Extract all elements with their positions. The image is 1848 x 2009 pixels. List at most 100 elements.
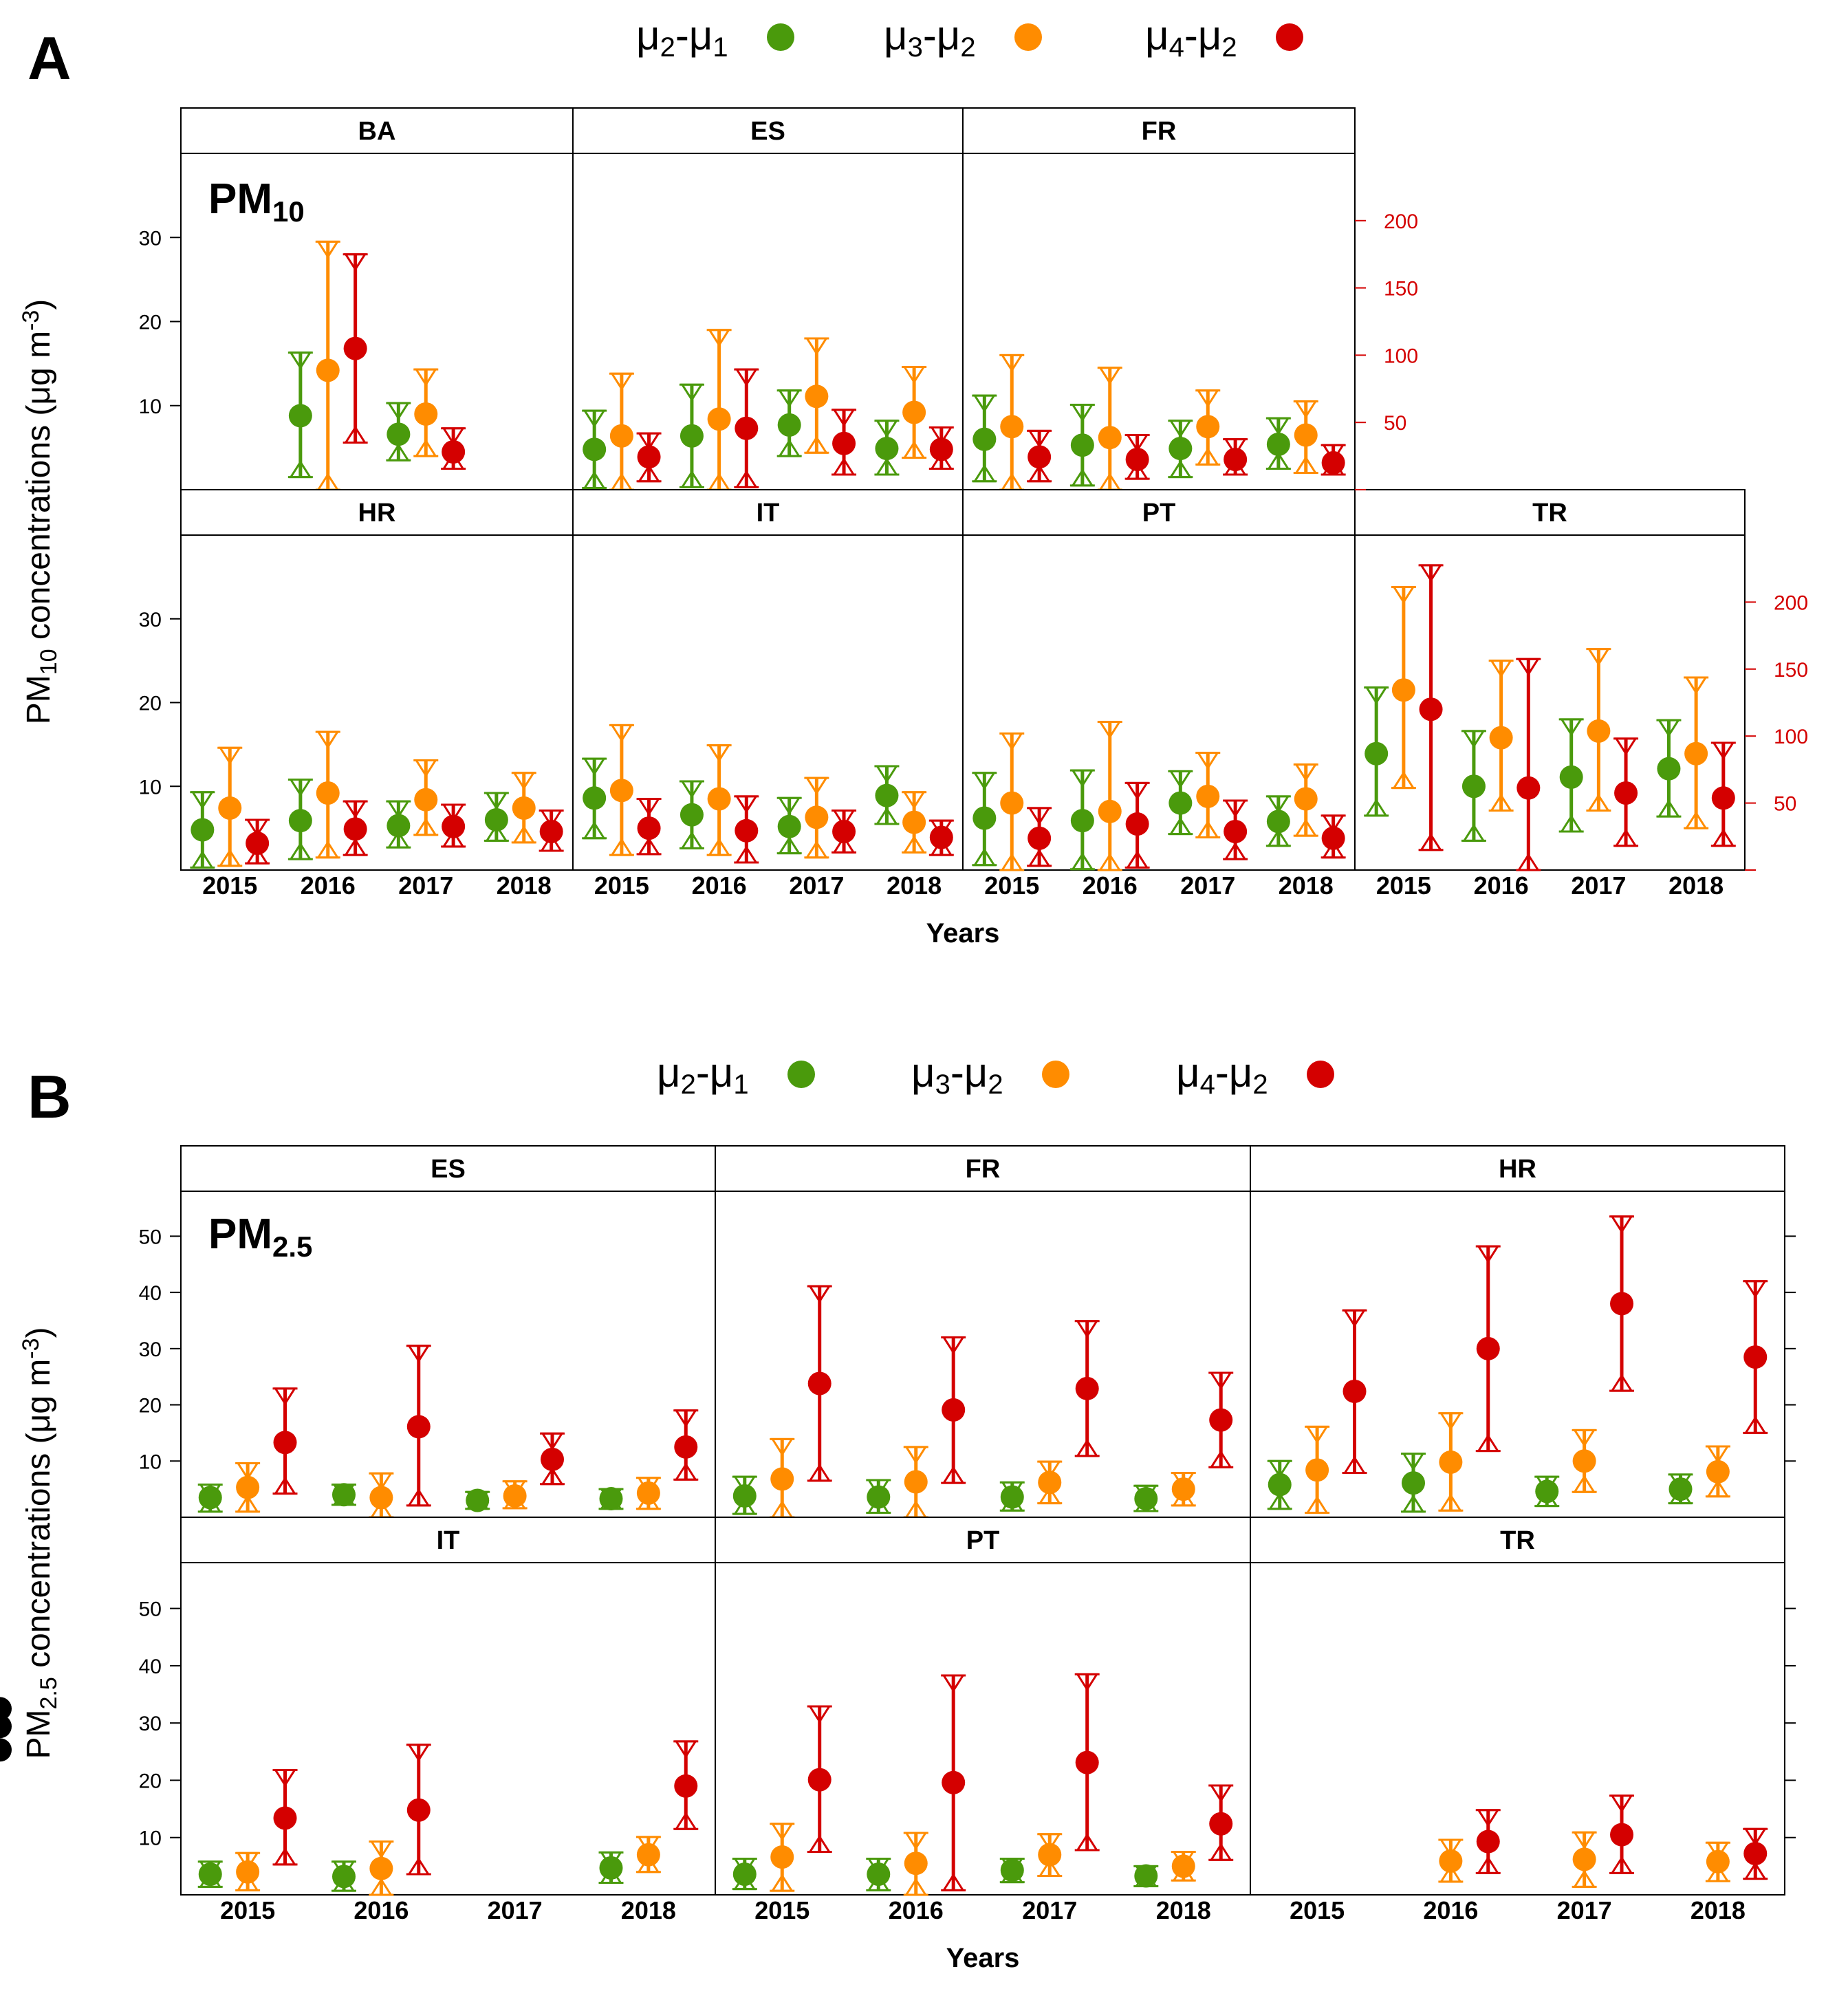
errorbar-mu4-mu2-2015 [1027,807,1052,867]
x-tick-label: 2015 [594,871,649,900]
data-point [1075,1750,1099,1774]
data-point [599,1487,623,1511]
errorbar-mu3-mu2-2015 [770,1823,795,1892]
errorbar-mu3-mu2-2015 [999,354,1025,491]
strip-header [962,107,1356,154]
data-point [1321,826,1345,850]
errorbar-mu3-mu2-2017 [804,777,829,859]
legend-label-mu4-mu2: μ4-μ2 [1145,12,1237,63]
x-tick-label: 2015 [1290,1896,1345,1924]
errorbar-mu4-mu2-2017 [540,1432,565,1486]
data-point [1706,1459,1730,1484]
panel-TR: TR 2015 2016 2017 2018 [1354,489,1746,900]
x-tick-label: 2015 [984,871,1039,900]
data-point [1743,1842,1768,1866]
errorbar-mu4-mu2-2015 [1418,564,1444,851]
plot-frame [715,1191,1251,1518]
data-point [1209,1812,1233,1836]
errorbar-mu2-mu1-2016 [1069,404,1095,487]
data-point [674,1774,698,1798]
errorbar-mu3-mu2-2017 [1572,1429,1597,1493]
y-tick-label: 40 [139,1282,162,1305]
data-point [1000,1858,1024,1882]
errorbar-mu2-mu1-2018 [1265,417,1291,470]
errorbar-mu3-mu2-2017 [1037,1833,1063,1878]
errorbar-mu3-mu2-2018 [1293,400,1318,475]
data-point [902,810,926,834]
data-point [1668,1477,1693,1501]
x-axis-label: Years [926,918,1000,948]
data-point [599,1856,623,1880]
errorbar-mu3-mu2-2017 [1195,752,1221,839]
errorbar-mu4-mu2-2017 [441,803,466,848]
errorbar-mu3-mu2-2015 [609,724,634,856]
legend-dot-mu2-mu1 [787,1061,815,1088]
errorbar-mu2-mu1-2018 [874,420,900,476]
errorbar-mu4-mu2-2018 [539,810,564,852]
data-point [832,431,856,455]
x-tick-label: 2015 [202,871,257,900]
errorbar-mu3-mu2-2016 [706,329,732,491]
right-axis-bottom: 50 100 150 200 [1745,591,1808,871]
errorbar-mu2-mu1-2018 [1133,1864,1159,1888]
right-y-tick-label: 50 [1384,412,1406,435]
x-tick-label: 2018 [887,871,942,900]
errorbar-mu2-mu1-2015 [732,1858,757,1891]
data-point [0,1697,12,1721]
errorbar-mu2-mu1-2015 [190,791,215,869]
x-tick-label: 2015 [1376,871,1431,900]
errorbar-mu4-mu2-2016 [734,795,759,864]
legend-dot-mu4-mu2 [1276,23,1303,51]
plot-frame [1250,1191,1785,1518]
data-point [1461,774,1486,799]
errorbar-mu2-mu1-2016 [866,1858,891,1891]
data-point [942,1770,966,1794]
errorbar-mu4-mu2-2015 [807,1705,832,1854]
errorbar-mu4-mu2-2017 [1609,1215,1635,1392]
strip-label: PT [1142,499,1176,528]
data-point [732,1863,757,1887]
errorbar-mu3-mu2-2016 [1097,721,1122,871]
x-tick-label: 2016 [692,871,747,900]
data-point [1305,1458,1329,1482]
errorbar-mu2-mu1-2018 [874,765,900,825]
data-point [1439,1450,1463,1474]
data-point [805,384,829,409]
errorbar-mu4-mu2-2018 [1208,1371,1234,1468]
y-tick-label: 20 [139,1770,162,1792]
strip-label: IT [757,499,780,528]
errorbar-mu4-mu2-2015 [272,1768,298,1866]
data-point [1168,437,1193,461]
errorbar-mu3-mu2-2016 [706,744,732,856]
errorbar-mu4-mu2-2016 [343,253,368,444]
errorbar-mu3-mu2-2015 [609,372,634,491]
errorbar-mu4-mu2-2018 [1710,741,1736,847]
errorbar-mu3-mu2-2018 [511,772,536,844]
data-point [331,1865,356,1889]
x-tick-label: 2017 [1557,1896,1612,1924]
data-point [680,424,704,448]
strip-header [572,107,964,154]
x-tick-label: 2017 [789,871,844,900]
x-tick-label: 2017 [1022,1896,1077,1924]
data-point [1196,415,1220,439]
data-point [904,1851,928,1876]
data-point [1535,1479,1559,1503]
errorbar-mu4-mu2-2018 [673,1409,699,1481]
data-point [503,1484,527,1508]
errorbar-mu3-mu2-2016 [1488,660,1514,812]
errorbar-mu3-mu2-2017 [1195,389,1221,466]
data-point [414,788,438,812]
panel-IT: IT 2015 2016 2017 2018 [572,489,964,900]
data-point [512,796,536,820]
data-point [1196,784,1220,808]
errorbar-mu3-mu2-2017 [413,368,439,457]
data-point [929,825,953,849]
strip-header [572,489,964,536]
errorbar-mu3-mu2-2016 [903,1832,928,1896]
x-tick-label: 2017 [488,1896,543,1924]
errorbar-mu4-mu2-2018 [1208,1784,1234,1861]
panel-TR: TR 2015 2016 2017 2018 [0,1517,1796,1924]
